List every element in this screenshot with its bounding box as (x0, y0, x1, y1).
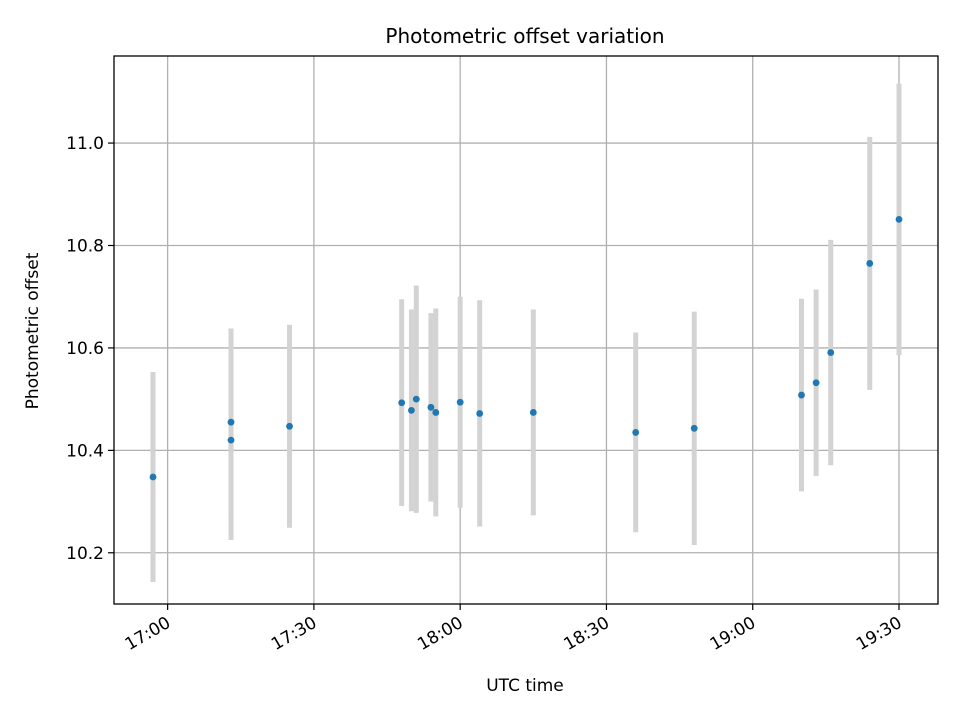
data-point (398, 399, 406, 407)
plot-frame (113, 55, 939, 605)
data-point (149, 473, 157, 481)
data-point (427, 403, 435, 411)
y-tick-label: 10.4 (66, 441, 104, 461)
y-tick-label: 11.0 (66, 134, 104, 154)
data-point (456, 398, 464, 406)
data-point (866, 260, 874, 267)
data-point (827, 349, 835, 356)
data-point (895, 215, 903, 223)
y-axis-ticks: 10.2 10.4 10.6 10.8 11.0 (66, 134, 114, 564)
y-tick-label: 10.8 (66, 236, 104, 256)
data-point (690, 424, 698, 432)
x-axis-label: UTC time (486, 676, 564, 696)
data-point (812, 379, 820, 387)
data-point (476, 410, 484, 417)
data-point (408, 407, 415, 414)
data-point (632, 429, 640, 436)
data-points (149, 215, 903, 481)
chart-title: Photometric offset variation (385, 24, 664, 48)
data-point (412, 395, 420, 403)
data-point (227, 418, 235, 426)
y-tick-label: 10.2 (66, 544, 104, 564)
data-point (529, 409, 537, 416)
data-point (432, 409, 440, 416)
y-axis-label: Photometric offset (23, 252, 43, 409)
data-point (286, 422, 293, 430)
data-point (798, 391, 805, 399)
y-tick-label: 10.6 (66, 339, 104, 359)
data-point (227, 436, 235, 444)
